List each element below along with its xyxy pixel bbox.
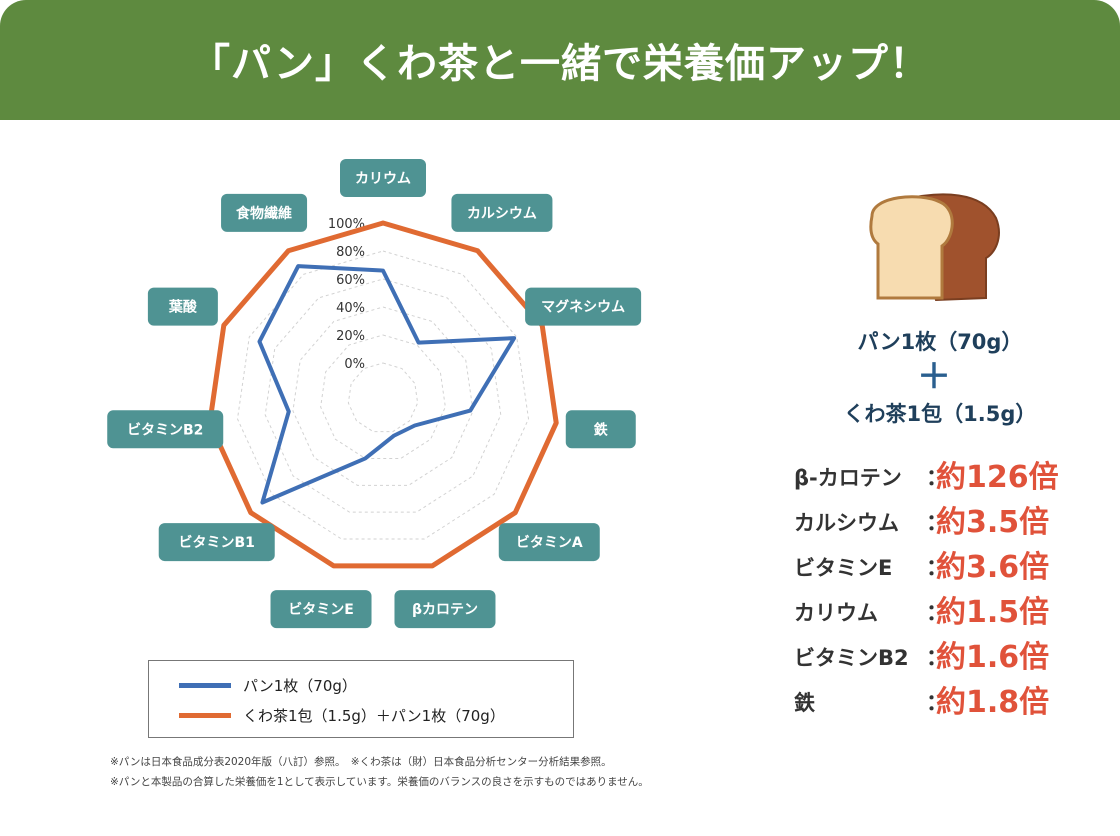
axis-label-box — [394, 590, 496, 629]
combo-heading-tea: くわ茶1包（1.5g） — [843, 402, 1037, 426]
combo-heading-bread: パン1枚（70g） — [857, 330, 1023, 354]
multiplier-value: 約1.6倍 — [936, 640, 1050, 675]
header-banner: 「パン」くわ茶と一緒で栄養価アップ！ — [0, 0, 1120, 120]
multiplier-value: 約1.5倍 — [936, 595, 1050, 630]
axis-label-text: ビタミンE — [288, 602, 354, 618]
legend-item-bread: パン1枚（70g） — [179, 675, 357, 696]
multiplier-row: ビタミンE ： 約3.6倍 — [794, 542, 1094, 587]
multiplier-row: ビタミンB2 ： 約1.6倍 — [794, 632, 1094, 677]
axis-label-text: ビタミンB2 — [127, 422, 203, 438]
footnote-2: ※パンと本製品の合算した栄養価を1として表示しています。栄養価のバランスの良さを… — [110, 776, 649, 788]
axis-label-box — [158, 523, 275, 562]
axis-label-box — [451, 193, 553, 232]
multiplier-row: 鉄 ： 約1.8倍 — [794, 677, 1094, 722]
axis-label-text: ビタミンB1 — [179, 535, 255, 551]
axis-label-text: βカロテン — [412, 602, 478, 618]
multiplier-value: 約3.6倍 — [936, 550, 1050, 585]
axis-label: ビタミンE — [270, 590, 372, 629]
multiplier-name: カリウム — [794, 601, 878, 625]
axis-label: ビタミンB2 — [107, 410, 224, 449]
chart-legend: パン1枚（70g） くわ茶1包（1.5g）＋パン1枚（70g） — [148, 660, 574, 738]
multiplier-row: β-カロテン ： 約126倍 — [794, 452, 1094, 497]
axis-label-text: ビタミンA — [516, 535, 583, 551]
legend-swatch-combined — [179, 713, 231, 718]
multiplier-separator: ： — [926, 556, 949, 581]
radar-scale-label: 0% — [344, 357, 365, 372]
radar-chart: 0% 20% 40% 60% 80% 100% カリウムカルシウムマグネシウム鉄ビタミンA… — [107, 159, 642, 629]
axis-label-text: 鉄 — [594, 421, 609, 438]
radar-grid-ring — [292, 306, 474, 486]
multiplier-list: β-カロテン ： 約126倍 カルシウム ： 約3.5倍 ビタミンE ： 約3.… — [794, 452, 1094, 722]
multiplier-value: 約1.8倍 — [936, 685, 1050, 720]
axis-label: βカロテン — [394, 590, 496, 629]
axis-label: 鉄 — [565, 410, 636, 449]
radar-grid-ring — [264, 278, 502, 513]
legend-swatch-bread — [179, 683, 231, 688]
radar-scale-label: 60% — [336, 273, 365, 288]
multiplier-separator: ： — [926, 511, 949, 536]
axis-label: ビタミンA — [498, 523, 600, 562]
footnote-1: ※パンは日本食品成分表2020年版（八訂）参照。 ※くわ茶は（財）日本食品分析セ… — [110, 756, 612, 768]
multiplier-name: 鉄 — [794, 691, 815, 715]
multiplier-separator: ： — [926, 466, 949, 491]
axis-label-box — [270, 590, 372, 629]
multiplier-value: 約3.5倍 — [936, 505, 1050, 540]
multiplier-row: カリウム ： 約1.5倍 — [794, 587, 1094, 632]
page-title: 「パン」くわ茶と一緒で栄養価アップ！ — [190, 41, 930, 87]
multiplier-name: カルシウム — [794, 511, 899, 535]
radar-scale-label: 40% — [336, 301, 365, 316]
axis-label-box — [498, 523, 600, 562]
multiplier-separator: ： — [926, 691, 949, 716]
multiplier-name: ビタミンE — [794, 556, 893, 580]
footnotes: ※パンは日本食品成分表2020年版（八訂）参照。 ※くわ茶は（財）日本食品分析セ… — [110, 752, 649, 792]
radar-grid-ring — [320, 334, 446, 459]
radar-grid-ring — [236, 250, 530, 540]
axis-label-text: 食物繊維 — [236, 205, 292, 222]
series-line-bread — [257, 264, 517, 505]
axis-label: マグネシウム — [525, 287, 642, 326]
axis-label-box — [221, 193, 308, 232]
axis-label-box — [107, 410, 224, 449]
axis-label-text: カルシウム — [467, 206, 537, 222]
multiplier-row: カルシウム ： 約3.5倍 — [794, 497, 1094, 542]
plus-icon: ＋ — [917, 357, 951, 397]
axis-label: ビタミンB1 — [158, 523, 275, 562]
multiplier-separator: ： — [926, 601, 949, 626]
axis-label-box — [565, 410, 636, 449]
axis-label-text: カリウム — [355, 171, 411, 187]
axis-label-text: マグネシウム — [541, 299, 625, 316]
radar-scale-label: 100% — [328, 217, 365, 232]
axis-label: カルシウム — [451, 193, 553, 232]
multiplier-separator: ： — [926, 646, 949, 671]
multiplier-value: 約126倍 — [936, 460, 1059, 495]
radar-scale-label: 20% — [336, 329, 365, 344]
axis-label: カリウム — [340, 159, 426, 197]
multiplier-name: ビタミンB2 — [794, 646, 909, 670]
multiplier-name: β-カロテン — [794, 466, 902, 490]
axis-label-box — [340, 159, 426, 197]
axis-label: 葉酸 — [147, 287, 218, 326]
radar-grid-ring — [347, 362, 419, 433]
axis-label-box — [147, 287, 218, 326]
axis-label: 食物繊維 — [221, 193, 308, 232]
legend-label-combined: くわ茶1包（1.5g）＋パン1枚（70g） — [243, 707, 505, 725]
axis-label-text: 葉酸 — [168, 299, 198, 316]
radar-scale-label: 80% — [336, 245, 365, 260]
legend-label-bread: パン1枚（70g） — [243, 677, 357, 695]
axis-label-box — [525, 287, 642, 326]
legend-item-combined: くわ茶1包（1.5g）＋パン1枚（70g） — [179, 705, 505, 726]
bread-slice-icon — [869, 193, 1000, 302]
